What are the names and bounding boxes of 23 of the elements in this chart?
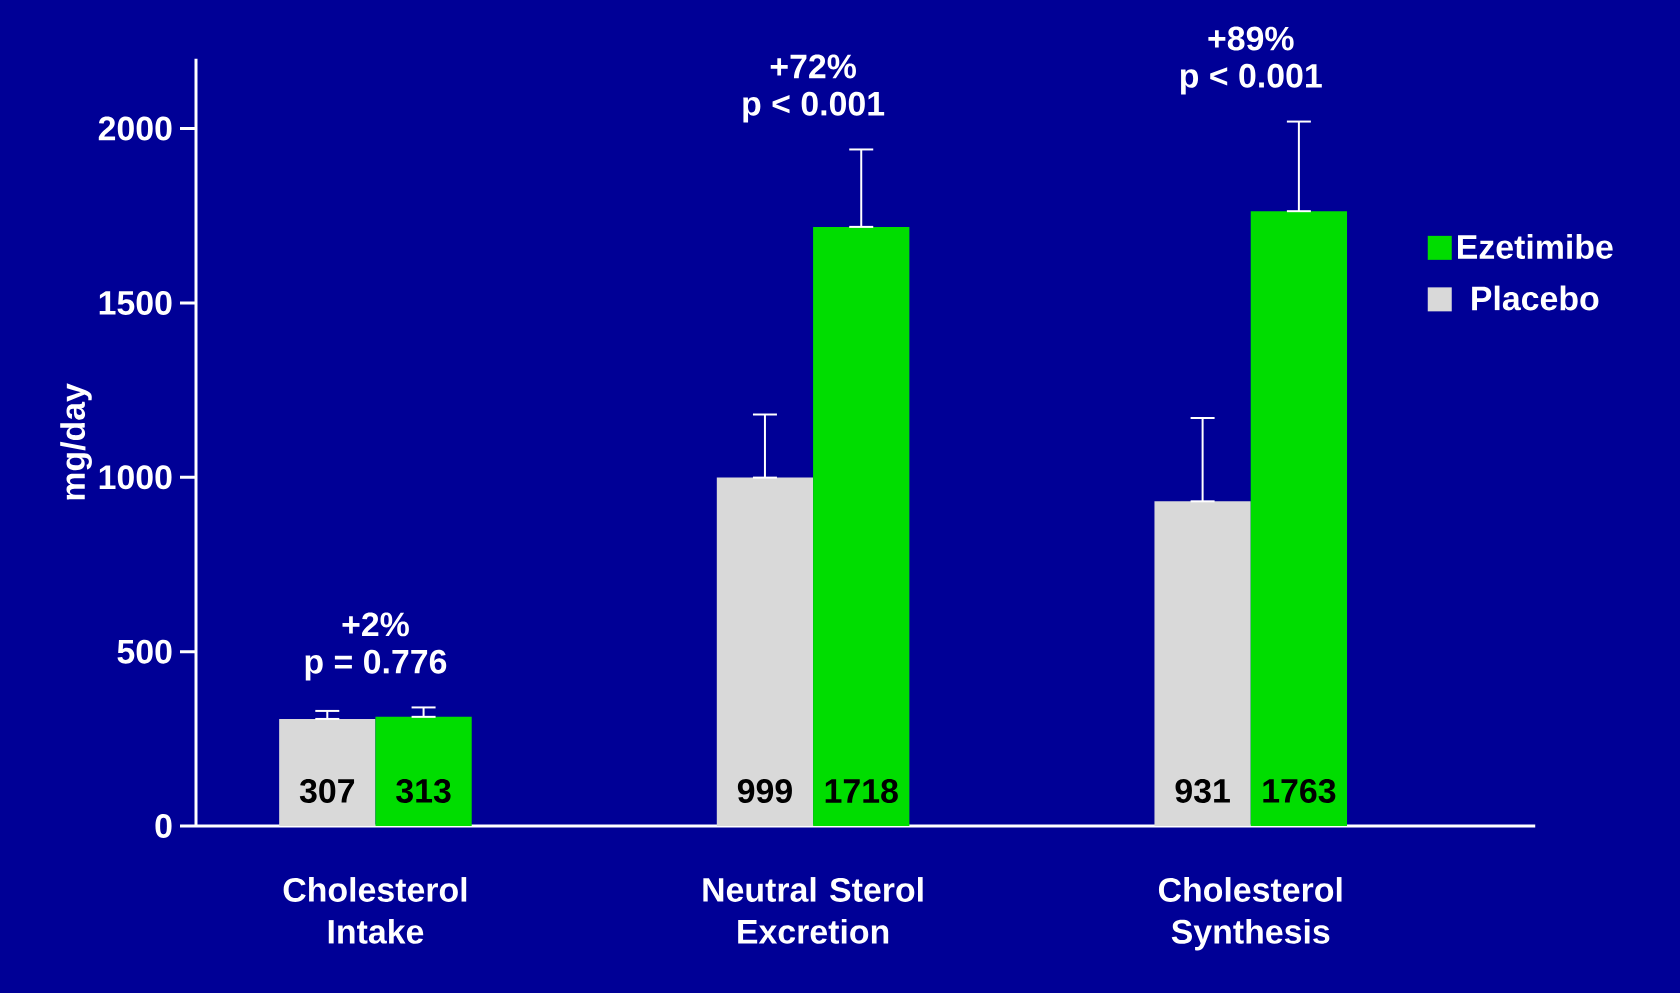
legend-label: Ezetimibe [1458, 234, 1613, 259]
y-axis-title: mg/day [60, 383, 92, 500]
legend-label: Placebo [1472, 285, 1599, 311]
x-tick-label: Cholesterol Synthesis [1158, 877, 1342, 951]
text: +89% [1208, 26, 1294, 51]
y-tick-label: 0 [155, 814, 172, 838]
data-label: 999 [737, 778, 792, 803]
y-tick-label: 2000 [98, 116, 172, 141]
data-label: 1763 [1263, 778, 1336, 803]
x-tick-label: Cholesterol Intake [283, 877, 467, 944]
annotation: p < 0.001 [1180, 63, 1322, 95]
annotation: p = 0.776 [305, 649, 447, 681]
data-label: 1718 [825, 778, 898, 803]
annotation: +72% [770, 54, 856, 79]
y-tick-label: 1000 [99, 465, 172, 490]
y-tick-label: 1500 [99, 290, 172, 315]
data-label: 307 [299, 778, 355, 803]
annotation: +2% [342, 612, 409, 637]
data-label: 931 [1175, 778, 1230, 803]
data-label: 313 [396, 778, 451, 803]
annotation: p < 0.001 [743, 91, 885, 123]
y-tick-label: 500 [117, 639, 172, 664]
x-tick-label: Neutral Sterol Excretion [703, 877, 923, 944]
